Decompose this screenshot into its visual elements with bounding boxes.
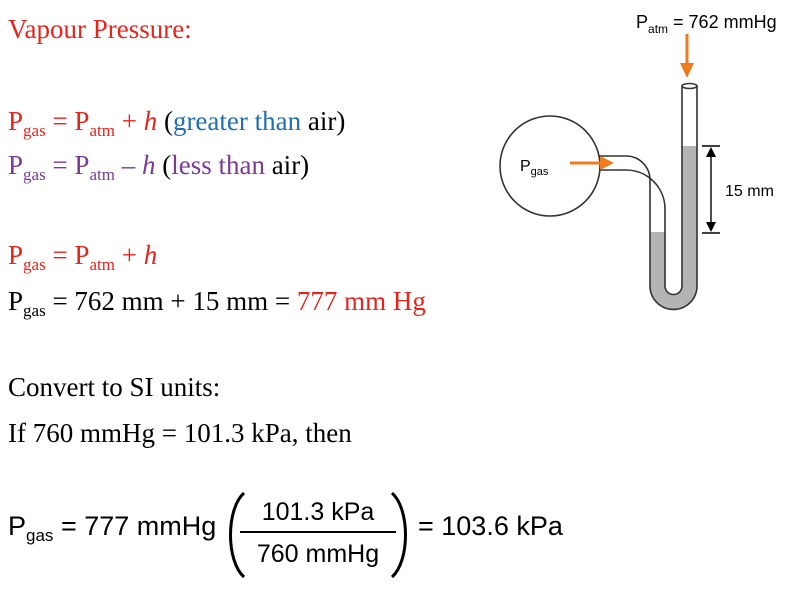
pgas-arrow (570, 156, 614, 170)
formula-numerator: 101.3 kPa (262, 498, 375, 526)
u-tube (599, 82, 698, 311)
equation-less-than-air: Pgas = Patm – h (less than air) (8, 150, 310, 184)
mercury-right (682, 146, 697, 282)
gas-bulb (499, 115, 601, 217)
less-than-text: less than (171, 150, 265, 180)
equals-patm: = Patm (45, 150, 115, 184)
equation-chosen: Pgas = Patm + h (8, 240, 158, 274)
pgas-symbol: Pgas (8, 106, 46, 140)
formula-result: = 103.6 kPa (418, 511, 564, 541)
equals-patm: = Patm (45, 106, 115, 140)
air-text: air) (264, 150, 310, 180)
equation-greater-than-air: Pgas = Patm + h (greater than air) (8, 106, 346, 140)
equation-calculation: Pgas = 762 mm + 15 mm = 777 mm Hg (8, 286, 426, 320)
formula-lhs: Pgas = 777 mmHg (8, 511, 216, 545)
result-value: 777 mm Hg (296, 286, 426, 316)
left-paren (229, 491, 246, 579)
manometer-diagram: Patm = 762 mmHg Pgas 15 mm (499, 12, 777, 311)
heading: Vapour Pressure: (8, 14, 192, 44)
greater-than-text: greater than (172, 106, 302, 136)
conversion-statement: If 760 mmHg = 101.3 kPa, then (8, 418, 352, 448)
formula-denominator: 760 mmHg (257, 540, 379, 568)
right-paren (390, 491, 407, 579)
patm-label: Patm = 762 mmHg (636, 12, 777, 36)
convert-heading: Convert to SI units: (8, 372, 221, 402)
height-label: 15 mm (725, 183, 774, 200)
minus-operator: – (114, 150, 142, 180)
paren-open: ( (157, 106, 173, 136)
h-symbol: h (141, 150, 156, 180)
mercury-left (650, 232, 665, 282)
pgas-symbol: Pgas (8, 150, 46, 184)
patm-arrow (680, 34, 694, 78)
pgas-label: Pgas (520, 158, 549, 178)
h-symbol: h (143, 106, 158, 136)
conversion-formula: Pgas = 777 mmHg 101.3 kPa 760 mmHg = 103… (8, 491, 564, 579)
height-dimension (702, 145, 720, 234)
plus-operator: + (114, 106, 144, 136)
paren-open: ( (155, 150, 172, 180)
air-text: air) (301, 106, 346, 136)
